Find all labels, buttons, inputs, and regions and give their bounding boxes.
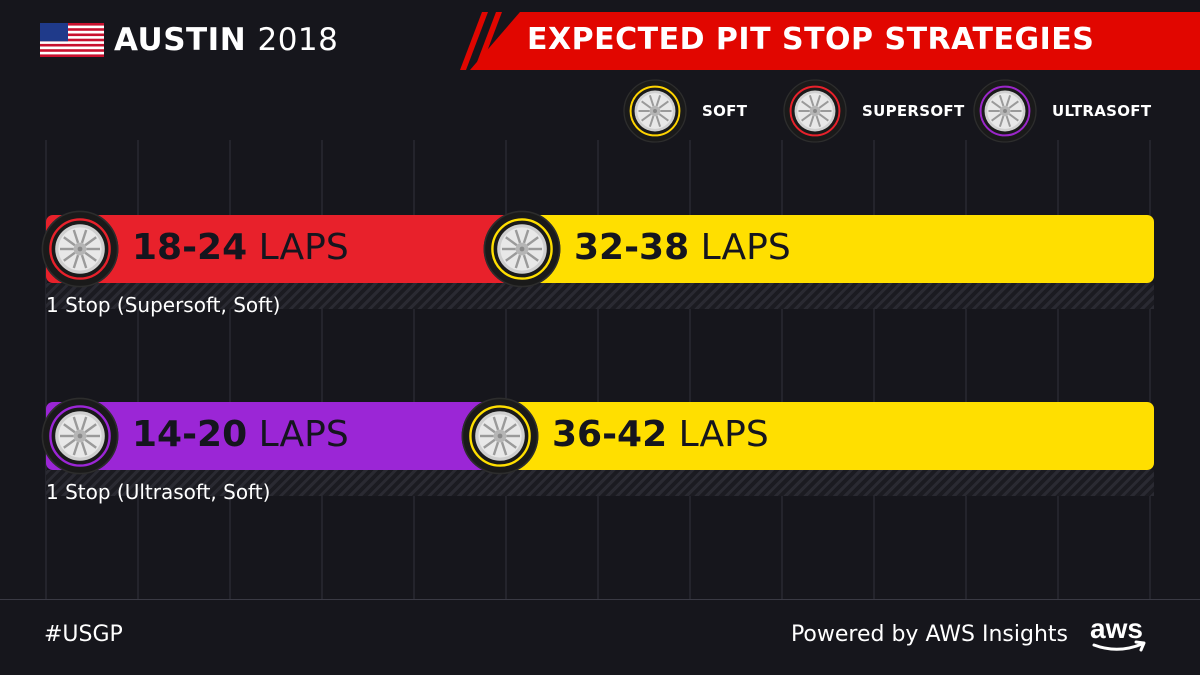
bar-shadow <box>46 283 1154 309</box>
stint-bar <box>500 402 1154 470</box>
stint-tyre-icon <box>41 210 119 288</box>
stint-tyre-icon <box>41 397 119 475</box>
legend-item-supersoft: SUPERSOFT <box>782 78 965 144</box>
chart-title: EXPECTED PIT STOP STRATEGIES <box>527 22 1095 57</box>
race-year: 2018 <box>257 22 339 58</box>
footer-divider <box>0 599 1200 600</box>
strategy-row: 14-20 LAPS 36-42 LAPS 1 Stop (Ultrasoft,… <box>41 397 1154 512</box>
race-name: AUSTIN <box>114 22 247 58</box>
legend-label: SUPERSOFT <box>862 102 965 120</box>
race-title: AUSTIN 2018 <box>114 22 338 58</box>
legend-item-ultrasoft: ULTRASOFT <box>972 78 1151 144</box>
title-stripes-decoration <box>460 12 502 70</box>
stint-bar <box>46 215 534 283</box>
stint-tyre-icon <box>483 210 561 288</box>
legend-item-soft: SOFT <box>622 78 747 144</box>
strategy-name: 1 Stop (Supersoft, Soft) <box>46 293 281 317</box>
title-banner <box>470 12 1200 70</box>
race-header: AUSTIN 2018 <box>40 22 338 58</box>
strategy-name: 1 Stop (Ultrasoft, Soft) <box>46 480 271 504</box>
powered-by-text: Powered by AWS Insights <box>790 622 1068 647</box>
hashtag: #USGP <box>44 622 123 647</box>
aws-logo-text: aws <box>1090 613 1143 644</box>
strategy-row: 18-24 LAPS 32-38 LAPS 1 Stop (Supersoft,… <box>41 210 1154 325</box>
legend-label: SOFT <box>702 102 748 120</box>
legend-label: ULTRASOFT <box>1052 102 1152 120</box>
stint-label: 32-38 LAPS <box>574 227 791 268</box>
stint-label: 36-42 LAPS <box>552 414 769 455</box>
stint-bar <box>46 402 512 470</box>
stint-tyre-icon <box>461 397 539 475</box>
stint-label: 14-20 LAPS <box>132 414 349 455</box>
stint-label: 18-24 LAPS <box>132 227 349 268</box>
aws-logo-icon: aws <box>1090 613 1146 652</box>
bar-shadow <box>46 470 1154 496</box>
supersoft-tyre-icon <box>783 79 847 143</box>
stint-bar <box>522 215 1154 283</box>
usa-flag-icon <box>40 23 104 57</box>
soft-tyre-icon <box>623 79 687 143</box>
ultrasoft-tyre-icon <box>973 79 1037 143</box>
